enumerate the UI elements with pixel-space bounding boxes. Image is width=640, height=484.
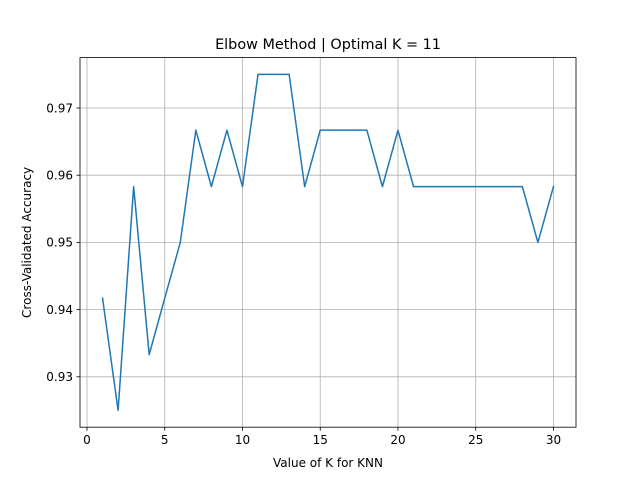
data-point (242, 186, 244, 188)
y-tick-label: 0.95 (46, 236, 73, 250)
x-tick-label: 30 (546, 433, 561, 447)
data-point (459, 186, 461, 188)
data-point (506, 186, 508, 188)
data-point (475, 186, 477, 188)
data-point (273, 74, 275, 76)
data-point (164, 297, 166, 299)
x-axis-label: Value of K for KNN (273, 456, 383, 470)
data-point (428, 186, 430, 188)
data-point (522, 186, 524, 188)
data-point (553, 186, 555, 188)
y-tick-label: 0.93 (46, 370, 73, 384)
data-point (335, 129, 337, 131)
chart-title: Elbow Method | Optimal K = 11 (215, 37, 441, 53)
data-point (257, 74, 259, 76)
data-point (413, 186, 415, 188)
data-point (133, 186, 135, 188)
data-point (491, 186, 493, 188)
data-point (288, 74, 290, 76)
data-point (537, 242, 539, 244)
x-tick-label: 5 (161, 433, 169, 447)
x-tick-label: 25 (468, 433, 483, 447)
y-axis-label: Cross-Validated Accuracy (20, 167, 34, 318)
y-tick-label: 0.94 (46, 303, 73, 317)
data-point (180, 242, 182, 244)
data-point (319, 129, 321, 131)
data-point (304, 186, 306, 188)
data-point (397, 129, 399, 131)
data-point (195, 129, 197, 131)
x-axis-ticks: 0 5 10 15 20 25 30 (83, 427, 561, 447)
y-tick-label: 0.96 (46, 169, 73, 183)
grid-lines (80, 57, 576, 428)
data-point (226, 129, 228, 131)
x-tick-label: 10 (235, 433, 250, 447)
data-point (117, 410, 119, 412)
x-tick-label: 20 (390, 433, 405, 447)
series-layer (101, 73, 555, 412)
x-tick-label: 0 (83, 433, 91, 447)
x-tick-label: 15 (313, 433, 328, 447)
data-point (444, 186, 446, 188)
y-axis-ticks: 0.93 0.94 0.95 0.96 0.97 (46, 101, 80, 384)
y-tick-label: 0.97 (46, 101, 73, 115)
data-point (102, 297, 104, 299)
series-line (101, 73, 555, 412)
data-point (211, 186, 213, 188)
data-point (366, 129, 368, 131)
data-point (351, 129, 353, 131)
data-point (148, 354, 150, 356)
data-point (382, 186, 384, 188)
